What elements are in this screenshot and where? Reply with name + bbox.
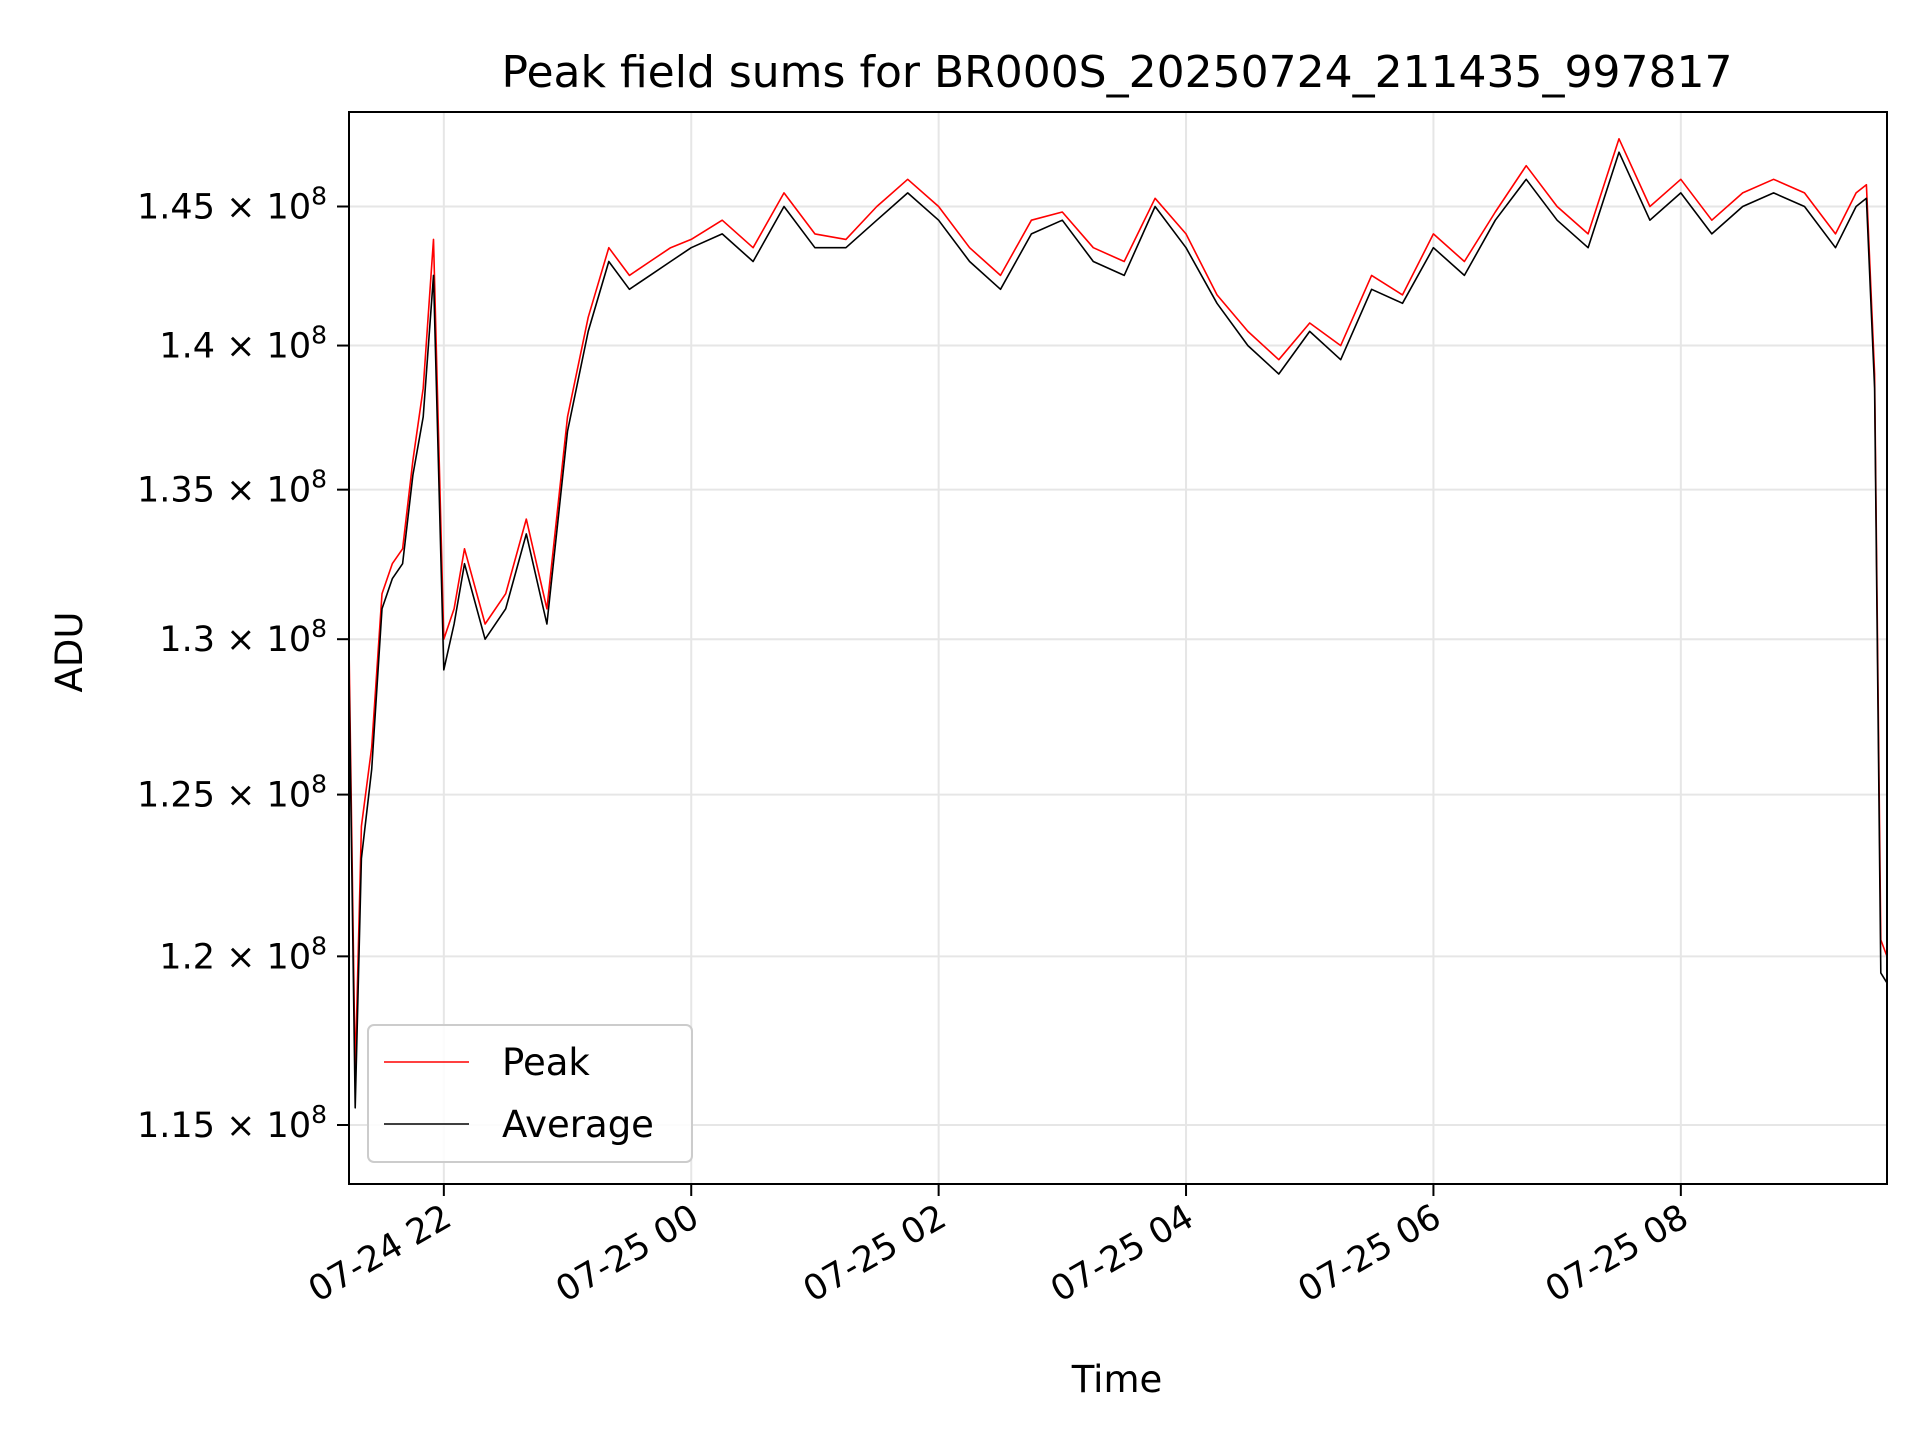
- x-axis-label: Time: [1071, 1358, 1163, 1401]
- y-tick-times: × 10: [215, 188, 311, 228]
- grid-lines: [349, 112, 1887, 1184]
- legend-peak-label: Peak: [502, 1041, 590, 1084]
- y-tick-label: 1.4 × 108: [159, 321, 327, 367]
- y-tick-label: 1.35 × 108: [137, 465, 327, 511]
- y-tick-mantissa: 1.4: [159, 327, 215, 367]
- y-tick-times: × 10: [215, 1106, 311, 1146]
- y-tick-exponent: 8: [311, 465, 327, 494]
- y-tick-times: × 10: [215, 937, 311, 977]
- y-tick-label: 1.2 × 108: [159, 931, 327, 977]
- legend-box: [367, 1024, 693, 1163]
- y-tick-exponent: 8: [311, 770, 327, 799]
- series-line-peak: [349, 138, 1887, 1075]
- y-tick-exponent: 8: [311, 182, 327, 211]
- y-tick-exponent: 8: [311, 931, 327, 960]
- y-tick-mantissa: 1.35: [137, 471, 215, 511]
- legend: Peak Average: [367, 1024, 693, 1163]
- y-tick-times: × 10: [215, 471, 311, 511]
- y-tick-label: 1.45 × 108: [137, 182, 327, 228]
- y-tick-mantissa: 1.15: [137, 1106, 215, 1146]
- y-tick-label: 1.25 × 108: [137, 770, 327, 816]
- y-tick-times: × 10: [215, 620, 311, 660]
- y-tick-label: 1.3 × 108: [159, 614, 327, 660]
- series-line-average: [349, 151, 1887, 1109]
- y-tick-times: × 10: [215, 776, 311, 816]
- y-tick-mantissa: 1.45: [137, 188, 215, 228]
- legend-average-label: Average: [502, 1103, 654, 1146]
- y-tick-mantissa: 1.3: [159, 620, 215, 660]
- plot-lines: [349, 138, 1887, 1109]
- y-axis-label: ADU: [48, 612, 91, 693]
- y-tick-times: × 10: [215, 327, 311, 367]
- y-tick-mantissa: 1.25: [137, 776, 215, 816]
- chart-title: Peak field sums for BR000S_20250724_2114…: [501, 47, 1732, 98]
- y-tick-exponent: 8: [311, 321, 327, 350]
- plot-frame: [348, 111, 1888, 1185]
- y-tick-label: 1.15 × 108: [137, 1100, 327, 1146]
- y-tick-mantissa: 1.2: [159, 937, 215, 977]
- y-tick-exponent: 8: [311, 1100, 327, 1129]
- y-tick-exponent: 8: [311, 614, 327, 643]
